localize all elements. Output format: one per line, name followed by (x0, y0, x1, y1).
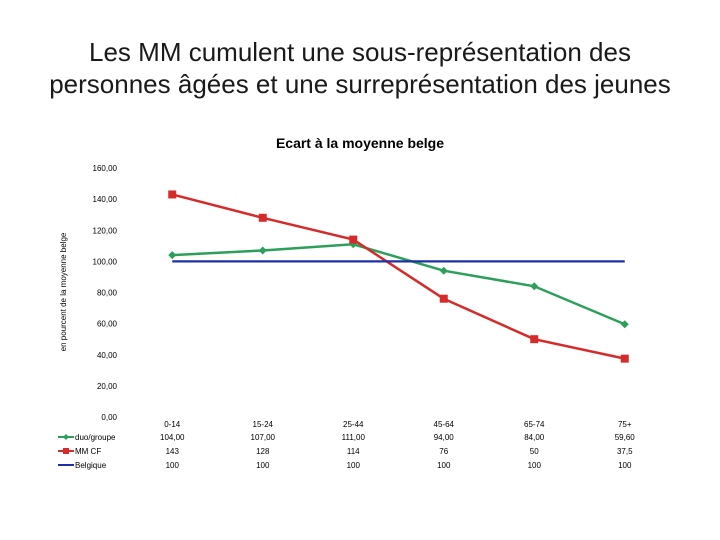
y-tick-label: 120,00 (93, 226, 118, 235)
data-point (439, 294, 448, 303)
data-table-cell: 107,00 (251, 433, 276, 442)
data-point (168, 251, 177, 260)
data-table-cell: 143 (166, 447, 180, 456)
data-table-cell: 114 (347, 447, 360, 456)
category-label: 15-24 (253, 420, 274, 429)
data-table-cell: 37,5 (617, 447, 633, 456)
data-point (439, 266, 448, 275)
y-tick-label: 0,00 (101, 413, 117, 422)
y-tick-label: 100,00 (93, 257, 118, 266)
data-point (258, 246, 267, 255)
data-point (620, 320, 629, 329)
data-table-cell: 94,00 (434, 433, 455, 442)
legend-label: MM CF (75, 447, 101, 456)
data-point (620, 354, 629, 363)
chart-title: Ecart à la moyenne belge (0, 135, 720, 151)
data-point (349, 235, 358, 244)
legend-marker (63, 448, 69, 454)
y-tick-label: 140,00 (93, 195, 118, 204)
data-table-cell: 111,00 (342, 433, 366, 442)
slide-title-line-1: Les MM cumulent une sous-représentation … (89, 37, 631, 67)
data-point (530, 282, 539, 291)
data-table-cell: 76 (439, 447, 448, 456)
category-label: 0-14 (164, 420, 181, 429)
y-axis-label: en pourcent de la moyenne belge (59, 232, 68, 351)
category-label: 65-74 (524, 420, 545, 429)
chart-title-text: Ecart à la moyenne belge (275, 135, 445, 151)
category-label: 25-44 (343, 420, 364, 429)
data-table-cell: 59,60 (615, 433, 636, 442)
data-table-cell: 100 (166, 461, 180, 470)
y-tick-label: 160,00 (93, 164, 118, 173)
data-table-cell: 84,00 (524, 433, 545, 442)
category-label: 75+ (618, 420, 632, 429)
y-tick-label: 60,00 (97, 320, 118, 329)
data-point (168, 190, 177, 199)
data-point (530, 335, 539, 344)
data-table-cell: 128 (256, 447, 270, 456)
y-tick-label: 80,00 (97, 289, 118, 298)
data-table-cell: 100 (256, 461, 270, 470)
series-line-duo-groupe (172, 242, 626, 326)
data-point (258, 213, 267, 222)
slide-title-line-2: personnes âgées et une surreprésentation… (49, 69, 671, 99)
data-table-cell: 100 (347, 461, 361, 470)
data-table-cell: 100 (528, 461, 542, 470)
y-tick-label: 20,00 (97, 382, 118, 391)
legend-marker (63, 434, 69, 440)
data-table-cell: 100 (437, 461, 451, 470)
category-label: 45-64 (434, 420, 455, 429)
series-line-mm-cf (171, 193, 626, 360)
slide-title: Les MM cumulent une sous-représentation … (20, 36, 700, 100)
legend-label: duo/groupe (75, 433, 116, 442)
data-table-cell: 100 (618, 461, 632, 470)
y-tick-label: 40,00 (97, 351, 118, 360)
data-table-cell: 50 (530, 447, 539, 456)
legend-label: Belgique (75, 461, 107, 470)
data-table-cell: 104,00 (160, 433, 185, 442)
